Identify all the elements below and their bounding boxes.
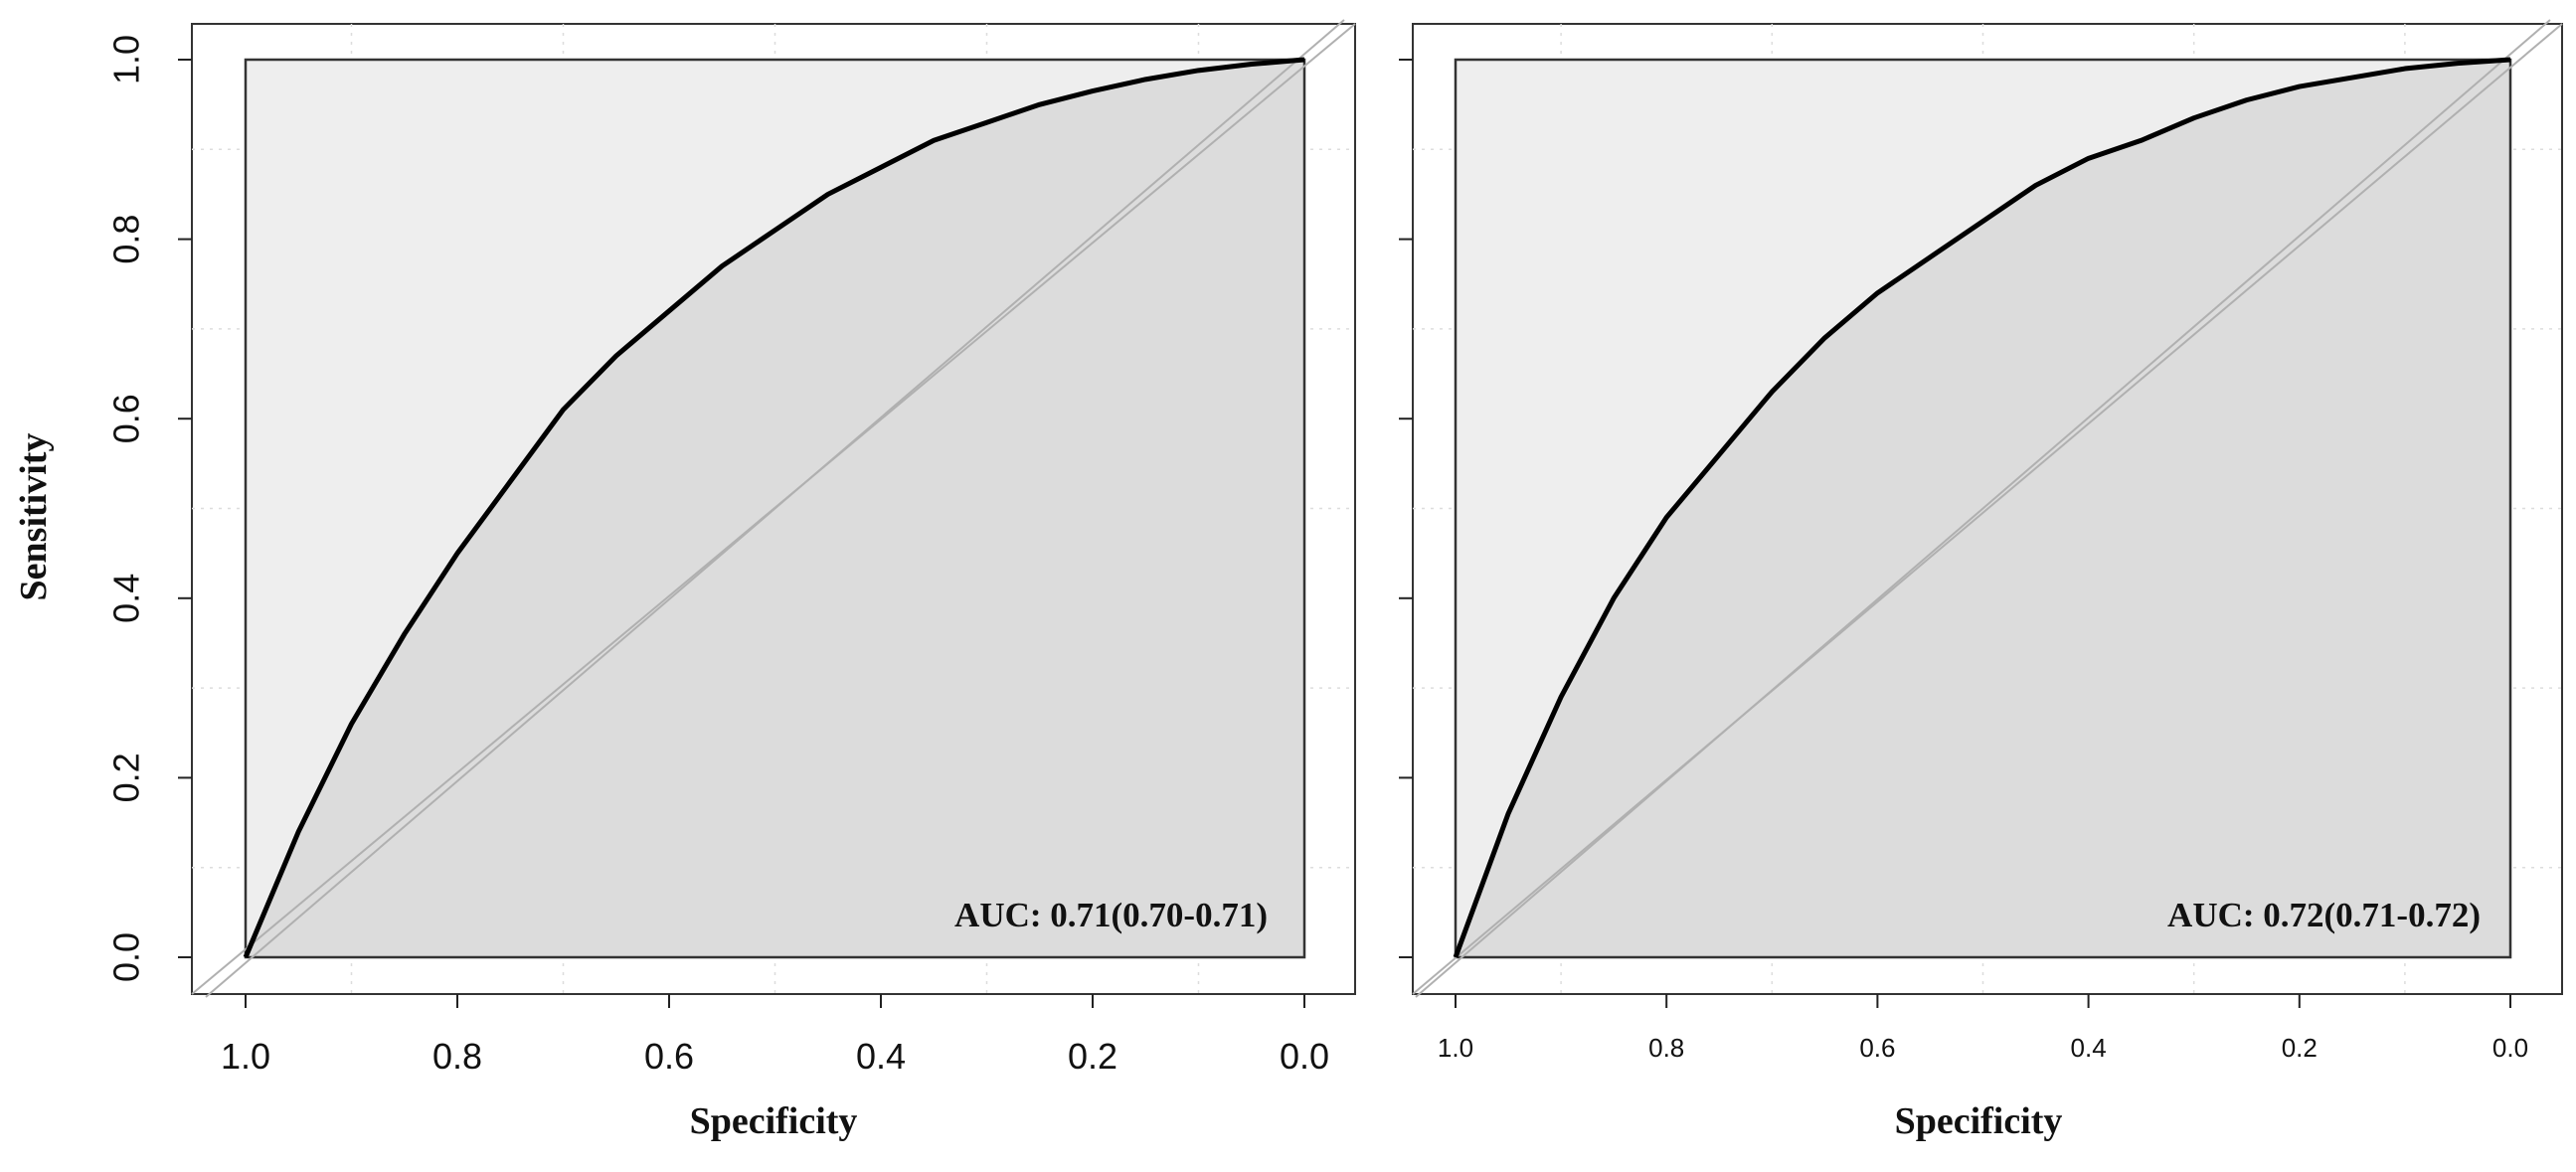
x-tick-label: 0.0 xyxy=(2492,1033,2528,1063)
y-tick-label: 0.2 xyxy=(106,753,147,802)
auc-annotation: AUC: 0.72(0.71-0.72) xyxy=(2167,896,2481,934)
roc-panel-left: 1.0 0.8 0.6 0.4 0.2 0.0 0.0 0.2 0.4 0.6 0.8 1.0 Spe… xyxy=(13,19,1356,1142)
x-axis-title: Specificity xyxy=(690,1100,858,1142)
auc-square-border xyxy=(1454,58,2512,959)
reference-diagonal-outer xyxy=(1412,23,2563,995)
reference-diagonal xyxy=(205,19,1345,998)
x-tick-label: 0.6 xyxy=(644,1036,694,1077)
x-tick-label: 1.0 xyxy=(1438,1033,1473,1063)
roc-curve xyxy=(243,57,1305,958)
x-tick-label: 1.0 xyxy=(221,1036,270,1077)
y-tick-label: 0.0 xyxy=(106,932,147,982)
roc-panel-right: 1.0 0.8 0.6 0.4 0.2 0.0 Specificity AUC: 0.72… xyxy=(1399,19,2563,1142)
x-tick-label: 0.4 xyxy=(856,1036,906,1077)
plot-layer: 1.0 0.8 0.6 0.4 0.2 0.0 xyxy=(1399,19,2563,1063)
auc-square-border xyxy=(244,58,1306,959)
y-axis-title: Sensitivity xyxy=(13,433,55,601)
y-tick-label: 0.6 xyxy=(106,394,147,443)
x-tick-label: 0.8 xyxy=(1648,1033,1684,1063)
x-tick-label: 0.2 xyxy=(1068,1036,1117,1077)
roc-curve xyxy=(1453,57,2511,958)
plot-layer: 1.0 0.8 0.6 0.4 0.2 0.0 0.0 0.2 0.4 0.6 0.8 1.0 xyxy=(106,19,1356,1077)
y-tick-label: 0.4 xyxy=(106,574,147,623)
x-tick-label: 0.2 xyxy=(2282,1033,2318,1063)
x-axis-title: Specificity xyxy=(1895,1100,2063,1142)
x-tick-label: 0.0 xyxy=(1280,1036,1329,1077)
auc-annotation: AUC: 0.71(0.70-0.71) xyxy=(954,896,1268,934)
y-tick-label: 0.8 xyxy=(106,215,147,264)
x-tick-label: 0.8 xyxy=(432,1036,482,1077)
x-tick-label: 0.6 xyxy=(1859,1033,1895,1063)
reference-diagonal xyxy=(1415,19,2551,998)
y-tick-label: 1.0 xyxy=(106,35,147,84)
x-tick-label: 0.4 xyxy=(2071,1033,2107,1063)
